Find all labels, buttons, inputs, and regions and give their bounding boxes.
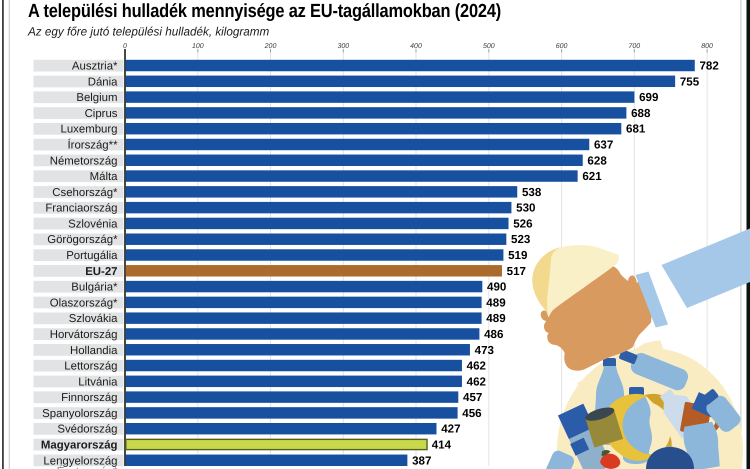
svg-text:Olaszország*: Olaszország* <box>50 297 118 309</box>
svg-text:100: 100 <box>192 43 204 50</box>
svg-text:Málta: Málta <box>90 171 119 183</box>
svg-text:600: 600 <box>556 43 568 50</box>
svg-text:700: 700 <box>628 43 640 50</box>
svg-text:699: 699 <box>639 91 659 104</box>
svg-text:Belgium: Belgium <box>76 92 117 104</box>
svg-text:462: 462 <box>467 360 486 373</box>
svg-text:200: 200 <box>264 43 277 50</box>
svg-text:Csehország*: Csehország* <box>52 187 118 199</box>
svg-text:688: 688 <box>631 107 651 120</box>
svg-text:Észtország*: Észtország* <box>57 465 118 469</box>
svg-text:Finnország: Finnország <box>61 392 117 404</box>
svg-text:Svédország: Svédország <box>57 424 117 436</box>
svg-text:300: 300 <box>337 43 349 50</box>
svg-text:Az egy főre jutó települési hu: Az egy főre jutó települési hulladék, ki… <box>27 25 269 39</box>
svg-text:519: 519 <box>508 249 528 262</box>
svg-text:EU-27: EU-27 <box>85 266 117 278</box>
svg-text:Franciaország: Franciaország <box>45 203 117 215</box>
svg-text:Spanyolország: Spanyolország <box>42 408 117 420</box>
svg-text:517: 517 <box>507 265 526 278</box>
svg-text:Írország**: Írország** <box>67 138 118 151</box>
svg-text:526: 526 <box>513 217 533 230</box>
svg-text:489: 489 <box>486 312 506 325</box>
svg-text:523: 523 <box>511 233 531 246</box>
svg-text:Dánia: Dánia <box>88 76 118 88</box>
svg-text:457: 457 <box>463 391 482 404</box>
svg-text:473: 473 <box>475 344 495 357</box>
svg-text:Portugália: Portugália <box>66 250 118 262</box>
svg-text:456: 456 <box>462 407 482 420</box>
svg-text:Luxemburg: Luxemburg <box>61 124 118 136</box>
svg-text:800: 800 <box>701 43 713 50</box>
svg-text:Bulgária*: Bulgária* <box>71 282 118 294</box>
svg-text:489: 489 <box>486 296 506 309</box>
svg-text:681: 681 <box>626 123 646 136</box>
svg-text:Görögország*: Görögország* <box>47 234 118 246</box>
svg-text:Ciprus: Ciprus <box>85 108 118 120</box>
svg-text:Litvánia: Litvánia <box>78 376 118 388</box>
svg-text:628: 628 <box>587 154 607 167</box>
svg-text:0: 0 <box>123 43 127 50</box>
svg-text:Lengyelország: Lengyelország <box>43 455 117 467</box>
svg-text:486: 486 <box>484 328 504 341</box>
svg-text:621: 621 <box>582 170 602 183</box>
svg-text:427: 427 <box>441 423 460 436</box>
svg-text:Ausztria*: Ausztria* <box>72 61 118 73</box>
svg-text:500: 500 <box>483 43 495 50</box>
svg-text:782: 782 <box>699 60 718 73</box>
svg-text:462: 462 <box>467 375 486 388</box>
svg-text:Szlovákia: Szlovákia <box>69 313 118 325</box>
svg-text:400: 400 <box>410 43 422 50</box>
svg-text:Szlovénia: Szlovénia <box>68 218 118 230</box>
svg-text:A települési hulladék mennyisé: A települési hulladék mennyisége az EU-t… <box>28 1 501 22</box>
svg-text:387: 387 <box>412 454 431 467</box>
svg-text:414: 414 <box>432 438 452 451</box>
svg-text:Hollandia: Hollandia <box>70 345 118 357</box>
svg-text:530: 530 <box>516 202 535 215</box>
svg-text:755: 755 <box>680 75 700 88</box>
svg-text:Horvátország: Horvátország <box>50 329 118 341</box>
svg-text:637: 637 <box>594 138 613 151</box>
svg-text:538: 538 <box>522 186 542 199</box>
svg-text:490: 490 <box>487 281 506 294</box>
svg-text:Magyarország: Magyarország <box>41 439 118 451</box>
svg-text:Németország: Németország <box>50 155 118 167</box>
svg-text:Lettország: Lettország <box>64 361 117 373</box>
